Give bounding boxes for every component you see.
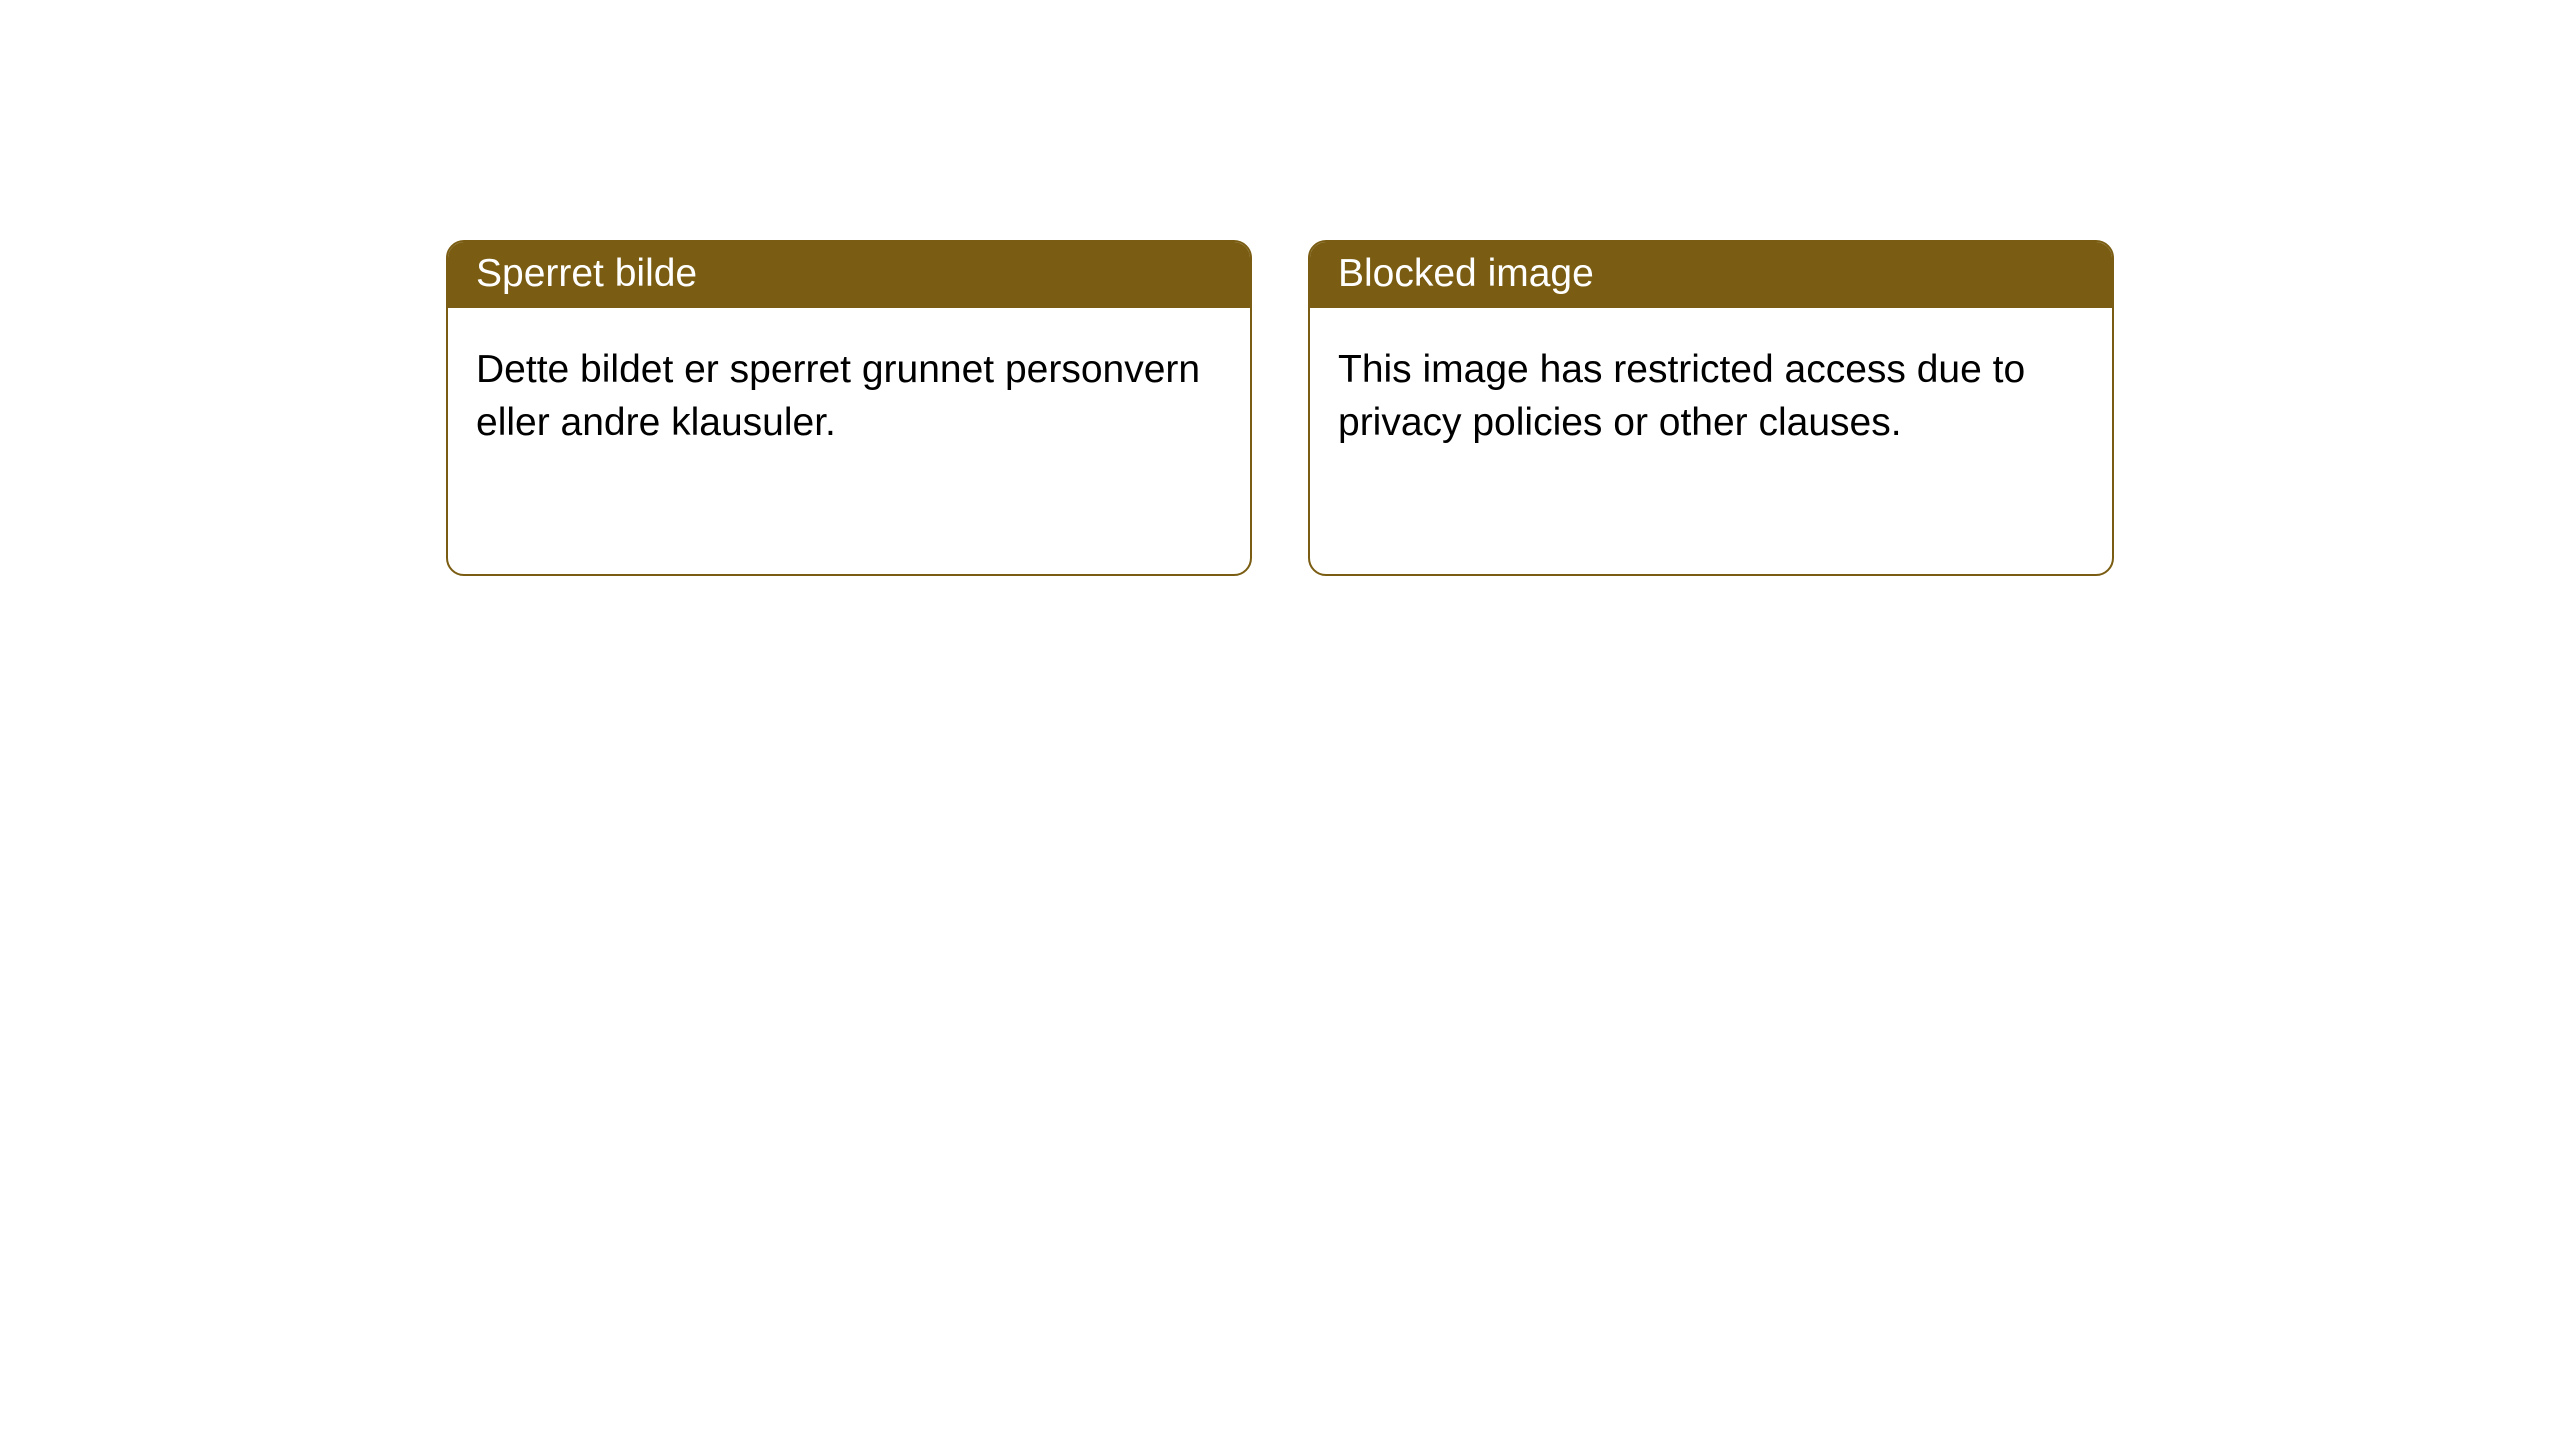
- notice-card-title: Sperret bilde: [448, 242, 1250, 308]
- notice-card-body: This image has restricted access due to …: [1310, 308, 2112, 485]
- notice-card-title: Blocked image: [1310, 242, 2112, 308]
- notice-card-body: Dette bildet er sperret grunnet personve…: [448, 308, 1250, 485]
- notice-card-english: Blocked image This image has restricted …: [1308, 240, 2114, 576]
- notice-panel-container: Sperret bilde Dette bildet er sperret gr…: [446, 240, 2114, 1440]
- notice-card-norwegian: Sperret bilde Dette bildet er sperret gr…: [446, 240, 1252, 576]
